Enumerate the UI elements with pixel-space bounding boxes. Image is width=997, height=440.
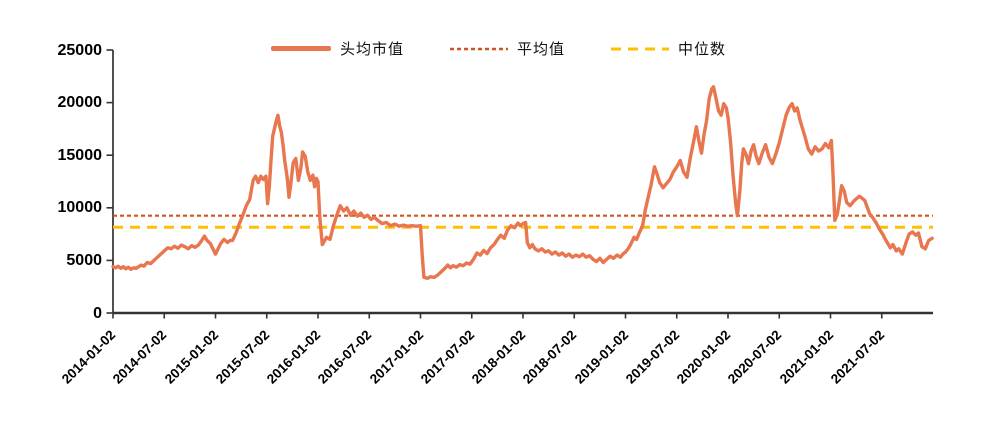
legend-label-average: 平均值 [516,41,565,58]
y-axis-label: 0 [93,304,102,322]
legend-label-median: 中位数 [678,41,727,58]
series-line-icon [270,46,331,51]
median-line-icon [611,47,669,50]
y-axis-label: 10000 [57,199,103,217]
legend-item-median: 中位数 [611,38,726,59]
price-line [111,85,934,280]
legend-item-average: 平均值 [449,38,565,59]
y-axis-label: 25000 [57,41,103,59]
legend-item-series: 头均市值 [270,38,404,59]
y-axis-label: 15000 [57,146,103,164]
y-axis-label: 5000 [66,251,102,269]
legend: 头均市值 平均值 中位数 [0,38,997,59]
legend-label-series: 头均市值 [339,41,404,58]
y-axis-label: 20000 [57,94,103,112]
average-line-icon [449,47,508,50]
